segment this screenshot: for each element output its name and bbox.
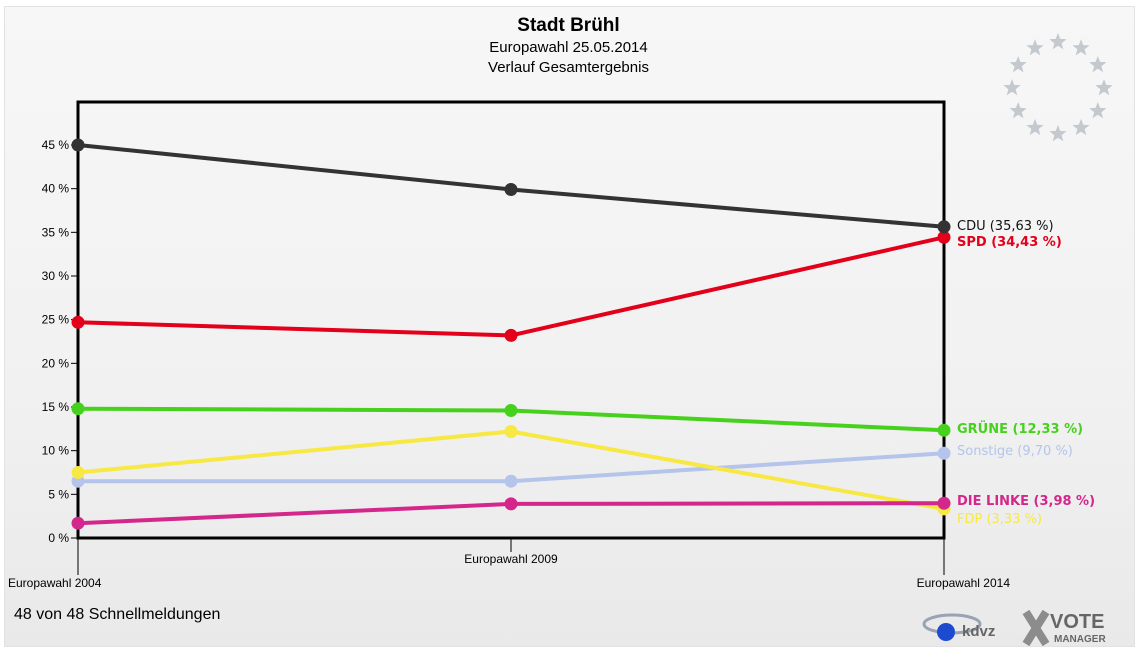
- series-line-fdp: [77, 429, 945, 511]
- report-count: 48 von 48 Schnellmeldungen: [14, 606, 221, 623]
- data-point: [937, 446, 951, 460]
- series-label: CDU (35,63 %): [957, 219, 1054, 234]
- eu-star-icon: [1072, 118, 1090, 136]
- data-point: [504, 404, 518, 417]
- data-point: [504, 328, 518, 342]
- data-point: [504, 497, 518, 511]
- data-point: [71, 315, 85, 329]
- eu-star-icon: [1003, 79, 1021, 96]
- y-tick-label: 10 %: [42, 444, 70, 458]
- y-tick-label: 15 %: [42, 400, 70, 414]
- eu-star-icon: [1026, 39, 1044, 56]
- y-tick-label: 5 %: [48, 487, 69, 501]
- vote-logo-text: VOTE: [1050, 611, 1104, 633]
- data-point: [71, 138, 85, 152]
- series-label: DIE LINKE (3,98 %): [957, 494, 1095, 509]
- data-point: [937, 423, 951, 437]
- plot-area: [76, 100, 946, 540]
- data-point: [71, 466, 85, 479]
- vote-manager-logo: kdvz VOTE MANAGER: [922, 609, 1106, 646]
- data-point: [504, 425, 518, 438]
- series-label: GRÜNE (12,33 %): [957, 421, 1083, 437]
- y-tick-label: 20 %: [42, 356, 70, 370]
- x-category-label: Europawahl 2009: [464, 552, 558, 566]
- eu-star-icon: [1049, 125, 1067, 142]
- y-tick-label: 45 %: [42, 138, 70, 152]
- data-point: [937, 230, 951, 244]
- chart-title: Stadt Brühl: [517, 15, 620, 36]
- chart-subtitle-2: Verlauf Gesamtergebnis: [488, 59, 649, 76]
- data-point: [71, 402, 85, 416]
- data-point: [937, 220, 951, 234]
- vote-x-icon: [1022, 609, 1050, 646]
- kdvz-globe-icon: [937, 623, 955, 641]
- x-category-label: Europawahl 2004: [8, 576, 102, 590]
- series-label: Sonstige (9,70 %): [957, 444, 1073, 459]
- x-category-label: Europawahl 2014: [917, 576, 1011, 590]
- eu-star-icon: [1095, 79, 1113, 96]
- data-point: [504, 183, 518, 196]
- chart-titles: Stadt Brühl Europawahl 25.05.2014 Verlau…: [0, 14, 1137, 78]
- eu-star-icon: [1026, 118, 1044, 136]
- eu-star-icon: [1089, 102, 1107, 119]
- eu-star-icon: [1089, 56, 1107, 73]
- y-tick-label: 0 %: [48, 531, 69, 545]
- y-tick-label: 30 %: [42, 269, 70, 283]
- y-tick-label: 35 %: [42, 225, 70, 239]
- series-line-spd: [77, 235, 945, 338]
- eu-star-icon: [1072, 39, 1090, 56]
- y-tick-label: 25 %: [42, 313, 70, 327]
- series-label: SPD (34,43 %): [957, 235, 1062, 250]
- y-tick-label: 40 %: [42, 182, 70, 196]
- eu-star-icon: [1009, 102, 1027, 119]
- manager-logo-text: MANAGER: [1054, 634, 1106, 645]
- kdvz-logo-text: kdvz: [962, 623, 995, 640]
- series-label: FDP (3,33 %): [957, 512, 1042, 527]
- data-point: [71, 516, 85, 530]
- data-point: [504, 474, 518, 488]
- data-point: [937, 496, 951, 510]
- eu-star-icon: [1049, 33, 1067, 50]
- eu-star-icon: [1009, 56, 1027, 73]
- chart-subtitle: Europawahl 25.05.2014: [489, 39, 648, 56]
